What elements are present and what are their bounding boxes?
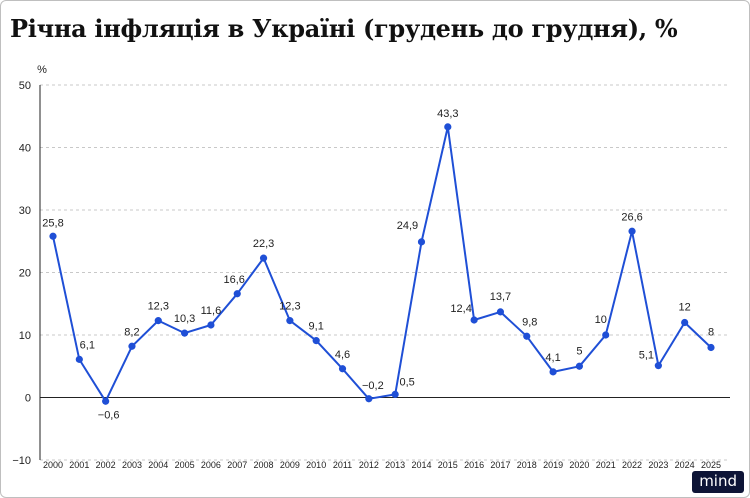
y-tick-label: −10 [12,455,31,467]
data-label: 22,3 [253,238,274,250]
data-point [602,331,610,339]
x-tick-label: 2016 [464,460,484,470]
data-point [338,365,347,373]
data-point [181,329,189,337]
data-label: 6,1 [80,339,95,351]
y-tick-label: 10 [19,330,31,342]
data-label: 0,5 [400,376,415,388]
data-point [575,362,584,370]
data-label: 24,9 [397,220,418,232]
data-point [75,355,83,363]
data-point [707,343,715,352]
data-point [207,321,215,329]
x-tick-label: 2024 [675,460,695,470]
data-label: −0,2 [362,380,384,392]
data-point [470,316,478,324]
data-point [391,390,399,398]
x-tick-label: 2017 [490,460,510,470]
data-point [286,317,294,325]
data-label: 8,2 [124,326,139,338]
x-tick-label: 2009 [280,460,300,470]
data-point [417,238,426,246]
data-labels: 25,8 6,1 −0,6 8,2 12,3 10,3 11,6 16,6 22,3 12,3 9,… [42,108,714,421]
data-label: 5 [576,345,582,357]
data-point [233,290,241,298]
data-label: 12,4 [450,303,471,315]
data-series [49,123,715,405]
data-label: 12,3 [279,301,300,313]
x-tick-label: 2004 [148,460,168,470]
data-label: 9,1 [309,321,324,333]
data-label: 11,6 [201,305,222,317]
data-label: 13,7 [490,291,511,303]
x-tick-label: 2003 [122,460,142,470]
y-tick-label: 50 [19,80,31,92]
x-tick-label: 2018 [517,460,537,470]
y-axis-ticks: −10 0 10 20 30 40 50 [12,80,31,467]
data-label: 16,6 [224,274,245,286]
chart-title: Річна інфляція в Україні (грудень до гру… [10,14,678,43]
data-label: 10,3 [174,313,195,325]
x-tick-label: 2007 [227,460,247,470]
data-point [681,318,689,327]
y-axis-unit-label: % [37,64,47,76]
x-tick-label: 2005 [175,460,195,470]
data-label: 5,1 [639,350,654,362]
data-point [102,397,110,405]
x-tick-label: 2025 [701,460,721,470]
data-point [49,232,57,240]
data-point [496,308,505,316]
x-tick-label: 2019 [543,460,563,470]
data-point [259,254,268,262]
x-tick-label: 2001 [69,460,89,470]
data-label: 8 [708,327,714,339]
data-point [312,337,320,345]
data-label: 9,8 [522,316,537,328]
data-label: 25,8 [42,217,63,229]
x-axis-ticks: 2000 2001 2002 2003 2004 2005 2006 2007 2008 2009… [43,460,721,470]
data-label: 10 [595,314,607,326]
x-tick-label: 2006 [201,460,221,470]
x-tick-label: 2014 [411,460,431,470]
x-tick-label: 2010 [306,460,326,470]
x-tick-label: 2008 [254,460,274,470]
y-tick-label: 40 [19,143,31,155]
data-point [444,123,452,131]
x-tick-label: 2015 [438,460,458,470]
data-point [549,368,557,376]
data-point [128,342,136,350]
gridlines [39,84,730,461]
x-tick-label: 2011 [333,460,352,470]
x-tick-label: 2002 [96,460,116,470]
data-label: 26,6 [621,211,642,223]
x-tick-label: 2020 [569,460,589,470]
data-label: 4,1 [545,352,560,364]
y-tick-label: 0 [25,393,31,405]
x-tick-label: 2012 [359,460,379,470]
data-point [365,395,373,403]
series-line [52,125,712,403]
x-tick-label: 2022 [622,460,642,470]
x-tick-label: 2013 [385,460,405,470]
data-point [154,317,162,325]
x-tick-label: 2021 [596,460,616,470]
data-label: 12 [679,302,691,314]
x-tick-label: 2023 [648,460,668,470]
x-tick-label: 2000 [43,460,63,470]
data-point [628,227,636,235]
data-label: 12,3 [148,301,169,313]
data-label: 4,6 [335,349,350,361]
y-tick-label: 20 [19,268,31,280]
y-tick-label: 30 [19,205,31,217]
data-point [523,332,531,340]
brand-logo: mind [692,471,744,493]
data-label: 43,3 [437,108,458,120]
data-point [654,362,662,370]
data-label: −0,6 [98,409,120,421]
